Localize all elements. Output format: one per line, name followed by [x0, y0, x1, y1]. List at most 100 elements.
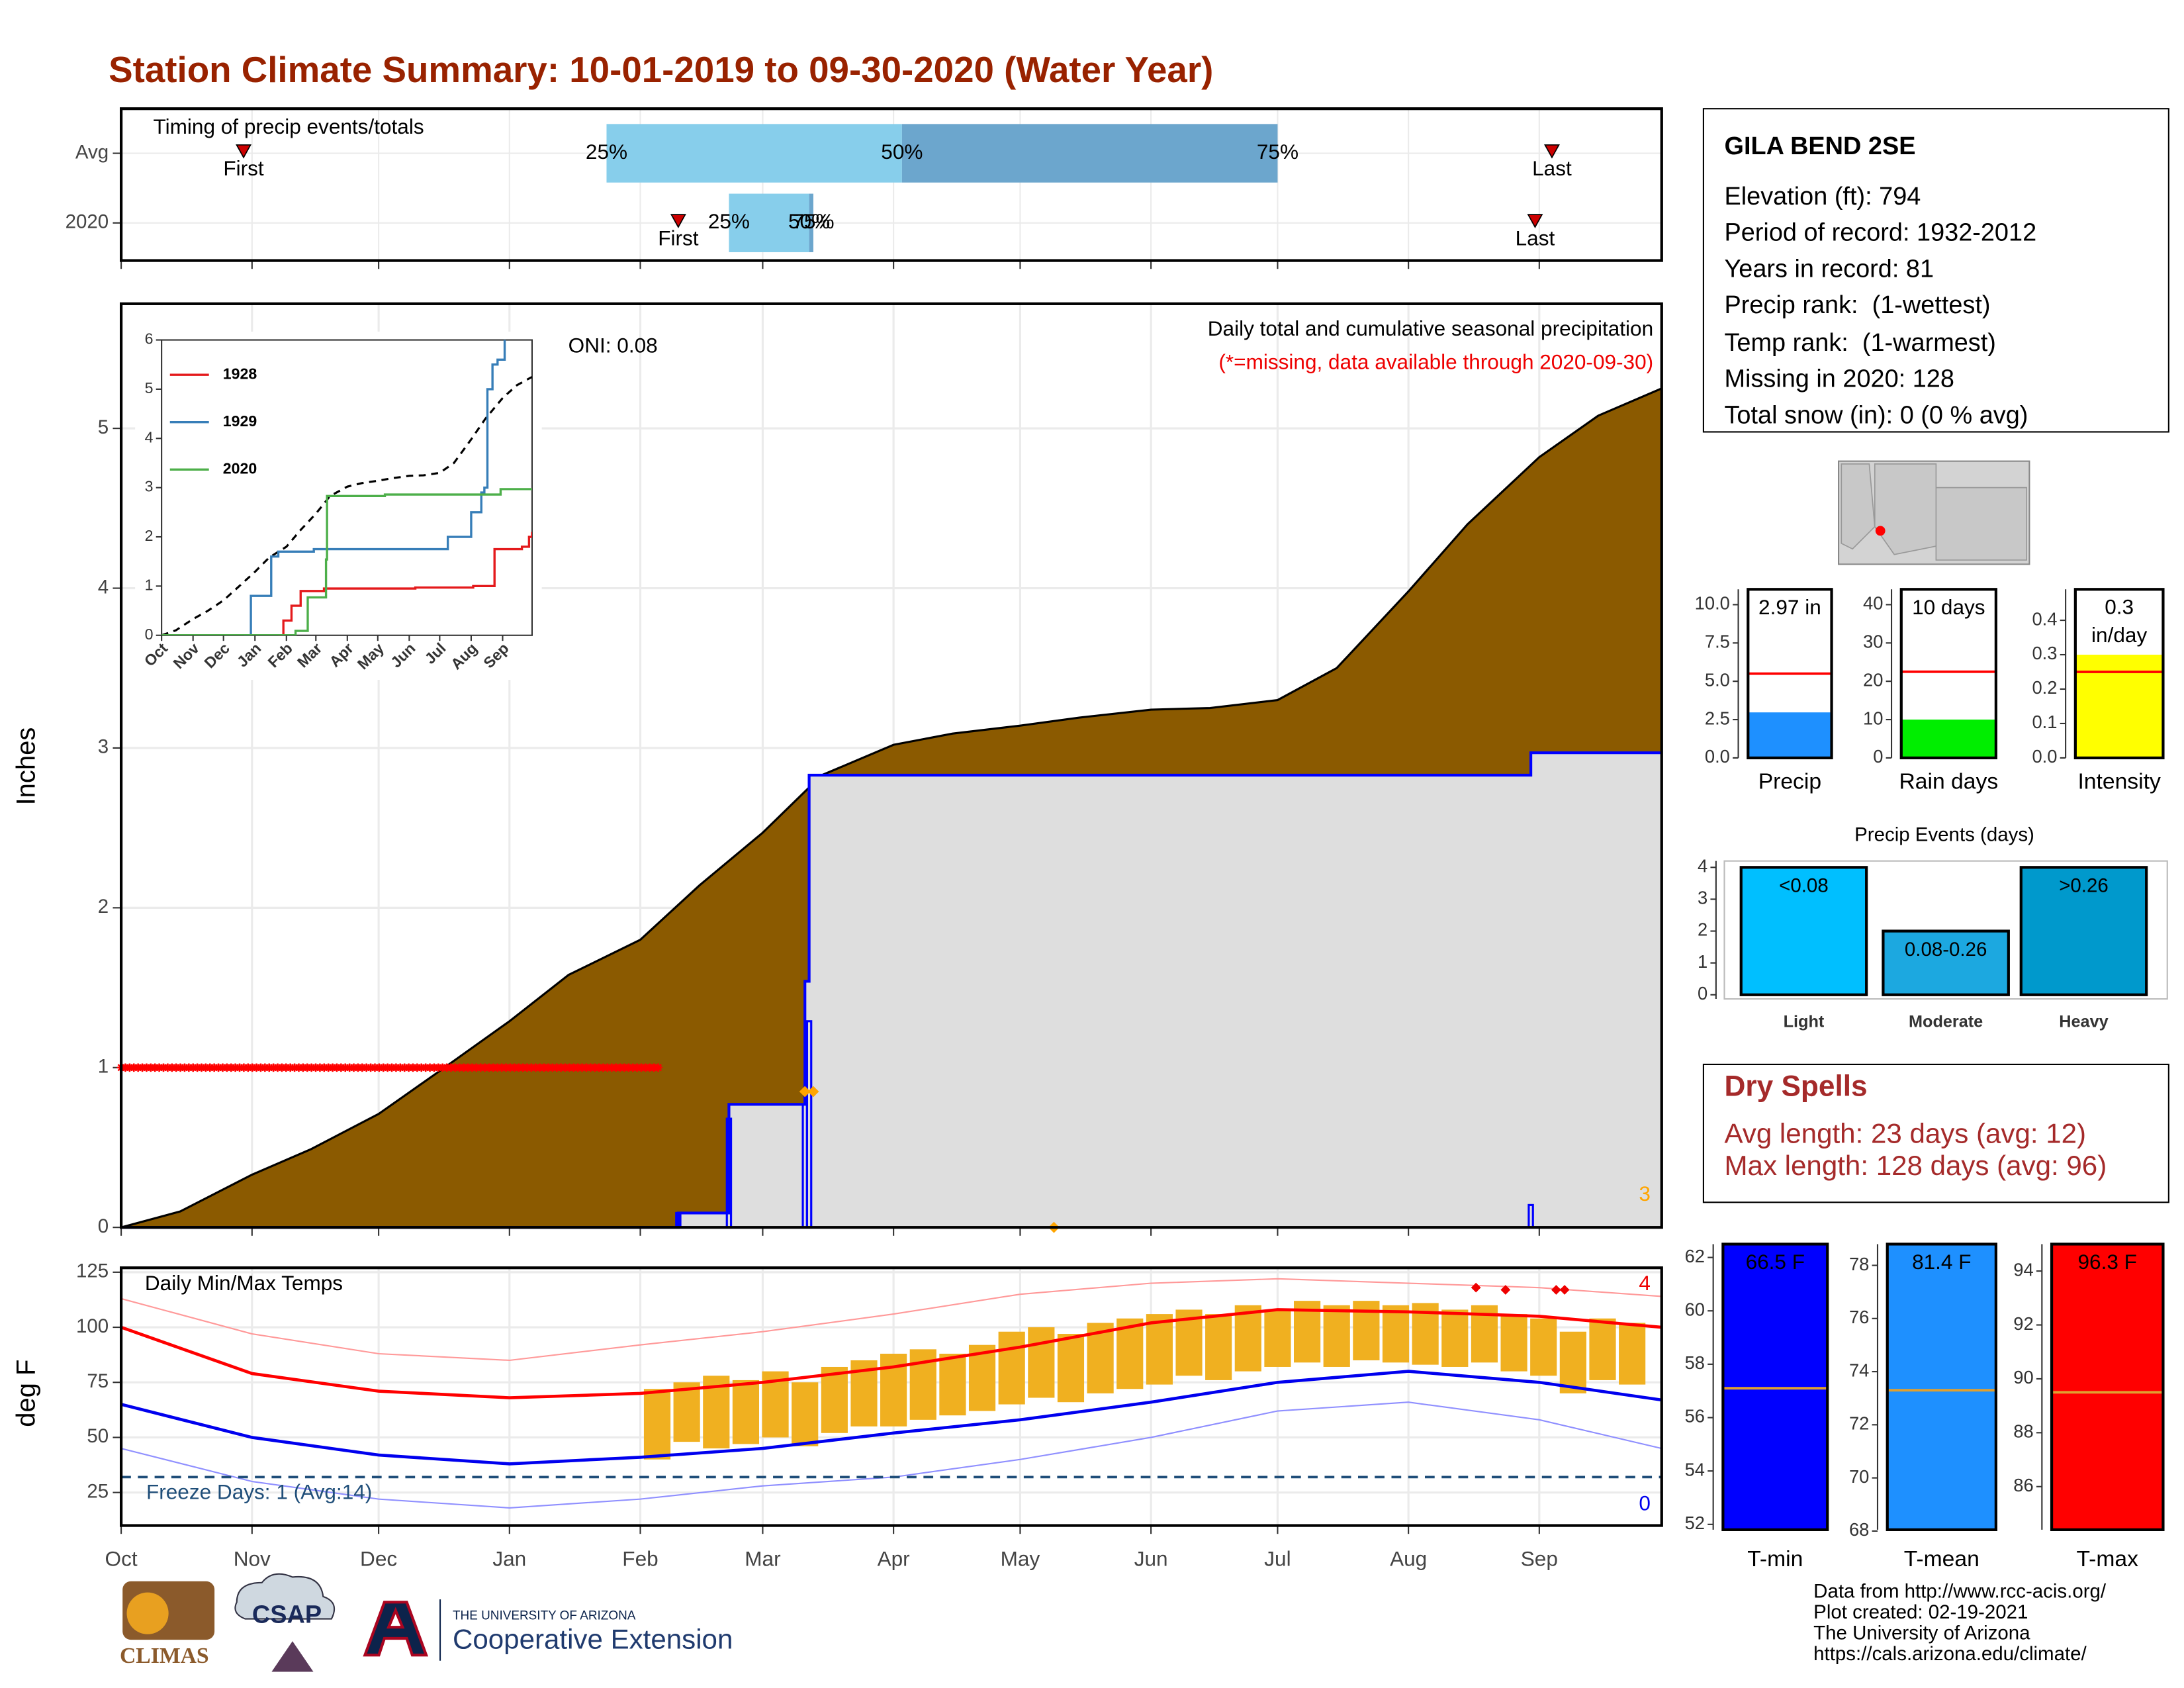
y-tick-label: 5	[98, 416, 109, 438]
y-tick-label: 0.4	[2032, 608, 2057, 629]
y-tick-label: 0	[98, 1215, 109, 1237]
percentile-label: 25%	[586, 140, 627, 164]
event-marker	[1544, 144, 1560, 159]
y-tick-label: 60	[1685, 1299, 1705, 1319]
category-label: Precip	[1758, 770, 1821, 794]
series-line	[161, 488, 532, 635]
y-tick-label: 3	[98, 736, 109, 758]
record-low-count: 0	[1639, 1491, 1651, 1515]
observed-range-bar	[792, 1382, 819, 1446]
y-tick-label: 88	[2013, 1421, 2033, 1442]
y-tick-label: 75	[87, 1370, 109, 1392]
record-high-marker	[1471, 1282, 1481, 1293]
category-label: Moderate	[1909, 1012, 1983, 1031]
category-label: Light	[1784, 1012, 1825, 1031]
panel-title: Daily Min/Max Temps	[145, 1271, 343, 1295]
y-tick-label: 0	[1698, 983, 1707, 1004]
quartile-bar	[729, 193, 809, 252]
missing-markers	[116, 1063, 662, 1072]
y-tick-label: 10.0	[1695, 593, 1730, 614]
event-label: Last	[1516, 226, 1555, 250]
category-label: T-max	[2076, 1547, 2138, 1571]
cumulative-2020-line	[121, 751, 1662, 1229]
observed-range-bar	[1057, 1334, 1085, 1403]
panel-title: Daily total and cumulative seasonal prec…	[1208, 316, 1653, 340]
category-label: T-mean	[1904, 1547, 1979, 1571]
quartile-bar	[606, 124, 902, 183]
y-tick-label: 4	[145, 428, 154, 445]
footer-line: Data from http://www.rcc-acis.org/	[1813, 1580, 2107, 1602]
y-tick-label: 0.3	[2032, 643, 2057, 663]
observed-range-bar	[1234, 1305, 1261, 1372]
station-line: Period of record: 1932-2012	[1724, 219, 2036, 247]
legend-label: 2020	[223, 459, 257, 477]
station-line: Total snow (in): 0 (0 % avg)	[1724, 401, 2028, 429]
category-label: Heavy	[2059, 1012, 2108, 1031]
legend-label: 1929	[223, 412, 257, 430]
y-tick-label: 1	[98, 1056, 109, 1078]
bar-frame	[1747, 588, 1833, 760]
observed-range-bar	[732, 1380, 760, 1444]
y-tick-label: 86	[2013, 1475, 2033, 1495]
bar-frame	[1886, 1243, 1997, 1531]
row-label: Avg	[75, 141, 109, 163]
cumulative-2020-area	[121, 753, 1662, 1228]
record-marker	[807, 1086, 819, 1098]
percentile-label: 50%	[881, 140, 923, 164]
page-title: Station Climate Summary: 10-01-2019 to 0…	[109, 49, 1213, 90]
value-label: 0.3 in/day	[2091, 595, 2147, 647]
climas-logo: CLIMAS	[120, 1644, 209, 1668]
y-tick-label: 0.0	[1705, 746, 1730, 767]
value-label: 81.4 F	[1912, 1250, 1971, 1274]
y-tick-label: 92	[2013, 1313, 2033, 1334]
observed-range-bar	[998, 1331, 1025, 1405]
panel-frame	[119, 107, 1663, 262]
dry-spells-line: Avg length: 23 days (avg: 12)	[1724, 1117, 2086, 1149]
y-axis-label: deg F	[12, 1360, 41, 1427]
series-line	[278, 532, 532, 635]
extension-logo: Cooperative Extension	[453, 1623, 733, 1654]
observed-range-bar	[1530, 1318, 1557, 1376]
dry-spells-frame	[1702, 1063, 2169, 1203]
bar	[1887, 1244, 1996, 1530]
observed-range-bar	[1116, 1318, 1144, 1389]
y-tick-label: 3	[145, 478, 154, 495]
percentile-label: 75%	[1257, 140, 1298, 164]
y-tick-label: 5.0	[1705, 669, 1730, 690]
y-tick-label: 0	[145, 626, 154, 643]
quartile-bar	[901, 124, 1278, 183]
bar-frame	[2050, 1243, 2165, 1531]
y-tick-label: 74	[1849, 1360, 1869, 1380]
observed-range-bar	[673, 1382, 700, 1442]
x-tick-label: Aug	[1390, 1547, 1427, 1571]
x-tick-label: May	[1001, 1547, 1040, 1571]
x-tick-label: Apr	[878, 1547, 910, 1571]
event-marker	[1527, 214, 1543, 228]
quartile-bar	[809, 193, 813, 252]
series-line	[244, 340, 506, 635]
value-label: 66.5 F	[1746, 1250, 1805, 1274]
x-tick-label: Mar	[745, 1547, 780, 1571]
y-tick-label: 90	[2013, 1367, 2033, 1387]
y-tick-label: 56	[1685, 1406, 1705, 1427]
percentile-label: 25%	[708, 209, 750, 233]
observed-range-bar	[821, 1366, 848, 1433]
y-tick-label: 72	[1849, 1413, 1869, 1434]
event-marker	[236, 144, 251, 159]
y-tick-label: 70	[1849, 1466, 1869, 1487]
y-tick-label: 68	[1849, 1519, 1869, 1540]
observed-range-bar	[1619, 1323, 1646, 1385]
y-tick-label: 125	[76, 1260, 109, 1282]
observed-range-bar	[1146, 1314, 1173, 1385]
x-tick-label: Sep	[1521, 1547, 1558, 1571]
x-tick-label: Feb	[622, 1547, 658, 1571]
bar	[1748, 712, 1832, 758]
legend-label: 1928	[223, 365, 257, 382]
panel-subtitle: (*=missing, data available through 2020-…	[1218, 350, 1653, 374]
y-tick-label: 2	[98, 896, 109, 917]
event-label: First	[658, 226, 699, 250]
value-label: 10 days	[1912, 595, 1985, 619]
record-high-marker	[1559, 1285, 1570, 1295]
footer-line: https://cals.arizona.edu/climate/	[1813, 1643, 2087, 1665]
y-tick-label: 2	[145, 527, 154, 544]
